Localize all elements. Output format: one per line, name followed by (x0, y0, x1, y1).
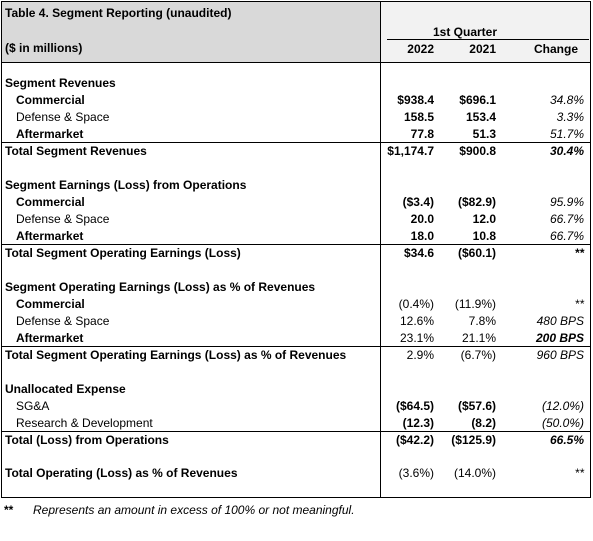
value-2021: ($82.9) (457, 195, 496, 209)
row-label: Aftermarket (16, 127, 84, 141)
section-title: Segment Earnings (Loss) from Operations (5, 178, 247, 192)
segment-reporting-table: Table 4. Segment Reporting (unaudited) (… (1, 1, 591, 498)
row-label: Research & Development (16, 416, 153, 430)
value-2022: $938.4 (397, 93, 434, 107)
value-2022: 20.0 (410, 212, 434, 226)
period-underline (387, 39, 589, 40)
column-divider (380, 2, 381, 497)
value-2022: ($64.5) (395, 399, 434, 413)
table-title: Table 4. Segment Reporting (unaudited) (5, 6, 232, 20)
total-rule (2, 346, 590, 347)
value-change: 95.9% (549, 195, 584, 209)
row-label: Aftermarket (16, 229, 84, 243)
total-rule (2, 431, 590, 432)
total-2021: $900.8 (459, 144, 496, 158)
total-2021: (6.7%) (460, 348, 496, 362)
total-2022: 2.9% (406, 348, 434, 362)
value-2022: 12.6% (399, 314, 434, 328)
total-2022: $1,174.7 (387, 144, 434, 158)
row-label: Defense & Space (16, 314, 110, 328)
value-change: (50.0%) (541, 416, 584, 430)
value-2022: (12.3) (402, 416, 434, 430)
operating-pct-change: ** (574, 466, 584, 480)
row-label: Commercial (16, 297, 85, 311)
total-change: 960 BPS (536, 348, 584, 362)
value-2021: (11.9%) (454, 297, 496, 311)
section-title: Segment Operating Earnings (Loss) as % o… (5, 280, 316, 294)
value-change: 200 BPS (535, 331, 584, 345)
value-change: 66.7% (549, 212, 584, 226)
total-2022: ($42.2) (395, 433, 434, 447)
header-shade-left (2, 2, 380, 63)
row-label: Commercial (16, 93, 85, 107)
operating-pct-2022: (3.6%) (398, 466, 434, 480)
value-2021: 153.4 (465, 110, 496, 124)
total-2021: ($125.9) (451, 433, 496, 447)
operating-pct-label: Total Operating (Loss) as % of Revenues (5, 466, 238, 480)
value-2022: 23.1% (399, 331, 434, 345)
total-2022: $34.6 (403, 246, 434, 260)
section-title: Segment Revenues (5, 76, 116, 90)
row-label: Aftermarket (16, 331, 84, 345)
col-2021-header: 2021 (469, 42, 496, 56)
total-label: Total Segment Operating Earnings (Loss) … (5, 348, 347, 362)
value-2022: (0.4%) (398, 297, 434, 311)
total-label: Total Segment Revenues (5, 144, 147, 158)
value-change: ** (574, 297, 584, 311)
footnote-marker: ** (4, 503, 14, 517)
total-2021: ($60.1) (457, 246, 496, 260)
row-label: Defense & Space (16, 110, 110, 124)
value-change: (12.0%) (541, 399, 584, 413)
value-change: 51.7% (549, 127, 584, 141)
section-title: Unallocated Expense (5, 382, 126, 396)
value-2021: 10.8 (472, 229, 496, 243)
total-change: 66.5% (549, 433, 584, 447)
total-change: ** (574, 246, 584, 260)
header-bottom-rule (2, 62, 590, 63)
total-label: Total Segment Operating Earnings (Loss) (5, 246, 241, 260)
row-label: SG&A (16, 399, 50, 413)
period-header: 1st Quarter (432, 25, 498, 39)
value-2021: 51.3 (472, 127, 496, 141)
value-2022: ($3.4) (402, 195, 434, 209)
total-change: 30.4% (549, 144, 584, 158)
total-label: Total (Loss) from Operations (5, 433, 169, 447)
value-2021: (8.2) (471, 416, 496, 430)
value-2021: ($57.6) (457, 399, 496, 413)
value-2022: 158.5 (403, 110, 434, 124)
row-label: Defense & Space (16, 212, 110, 226)
total-rule (2, 244, 590, 245)
units-label: ($ in millions) (5, 41, 83, 55)
col-2022-header: 2022 (407, 42, 434, 56)
value-change: 66.7% (549, 229, 584, 243)
value-change: 34.8% (549, 93, 584, 107)
value-2021: 7.8% (468, 314, 496, 328)
value-2021: 21.1% (461, 331, 496, 345)
value-2022: 77.8 (410, 127, 434, 141)
header-shade-right (380, 2, 590, 63)
row-label: Commercial (16, 195, 85, 209)
value-2021: 12.0 (472, 212, 496, 226)
value-2021: $696.1 (459, 93, 496, 107)
value-change: 480 BPS (536, 314, 584, 328)
value-change: 3.3% (556, 110, 584, 124)
total-rule (2, 142, 590, 143)
col-change-header: Change (533, 42, 578, 56)
value-2022: 18.0 (410, 229, 434, 243)
operating-pct-2021: (14.0%) (453, 466, 496, 480)
footnote-text: Represents an amount in excess of 100% o… (33, 503, 355, 517)
